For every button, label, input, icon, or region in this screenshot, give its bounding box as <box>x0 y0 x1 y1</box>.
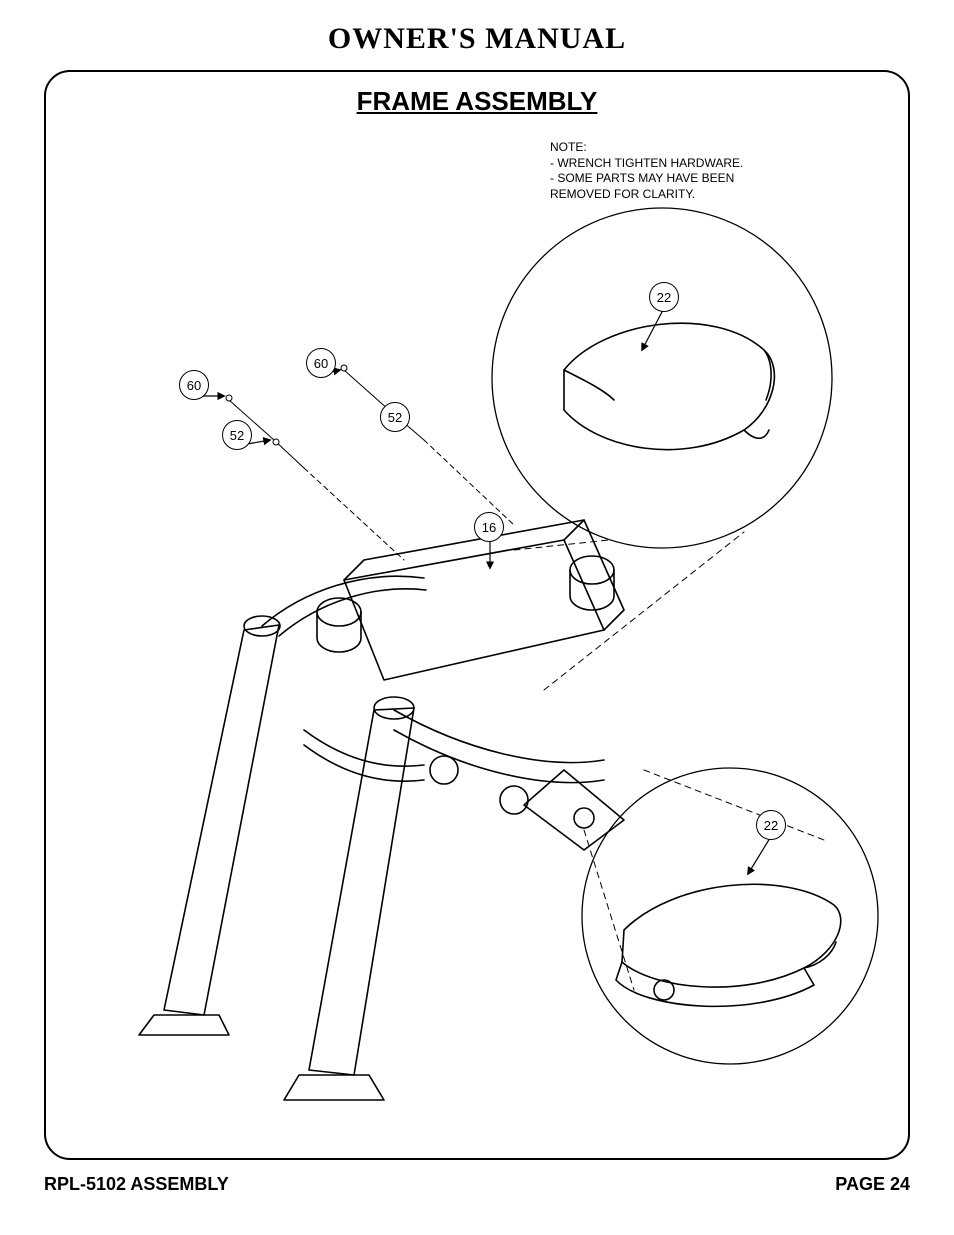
footer-page: PAGE 24 <box>835 1174 910 1195</box>
document-title: OWNER'S MANUAL <box>0 22 954 56</box>
footer-model: RPL-5102 ASSEMBLY <box>44 1174 229 1195</box>
callout-52: 52 <box>380 402 410 432</box>
callout-52: 52 <box>222 420 252 450</box>
assembly-diagram <box>44 70 910 1160</box>
callout-60: 60 <box>179 370 209 400</box>
callout-22: 22 <box>649 282 679 312</box>
callout-60: 60 <box>306 348 336 378</box>
callout-16: 16 <box>474 512 504 542</box>
callout-22: 22 <box>756 810 786 840</box>
manual-page: OWNER'S MANUAL FRAME ASSEMBLY NOTE: - WR… <box>0 0 954 1235</box>
